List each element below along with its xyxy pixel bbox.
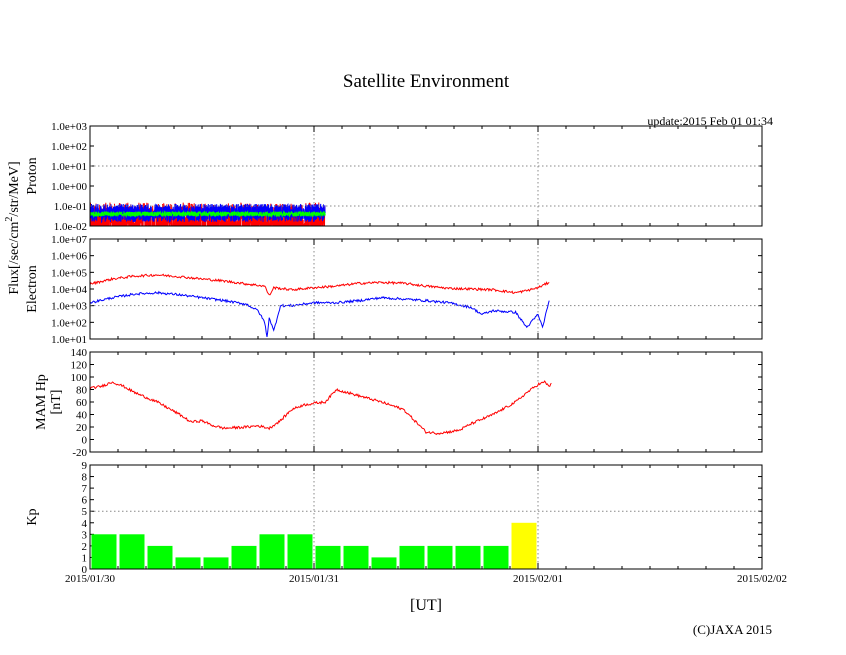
chart-title: Satellite Environment bbox=[343, 71, 510, 92]
kp-y-tick-label: 4 bbox=[82, 518, 88, 530]
electron-y-tick-label: 1.0e+02 bbox=[51, 317, 87, 329]
mam-hp-y-tick-label: 140 bbox=[71, 347, 88, 359]
copyright: (C)JAXA 2015 bbox=[693, 622, 772, 637]
proton-panel: 1.0e+03 1.0e+02 1.0e+01 1.0e+00 1.0e-01 1.0e-… bbox=[25, 121, 763, 233]
flux-label-superscript: 2 bbox=[4, 217, 15, 222]
proton-y-tick-label: 1.0e-02 bbox=[54, 221, 87, 233]
kp-bar-15 bbox=[483, 545, 509, 569]
kp-bar-8 bbox=[287, 534, 313, 569]
kp-bar-6 bbox=[231, 545, 257, 569]
kp-y-tick-label: 8 bbox=[82, 472, 88, 484]
mam-hp-frame bbox=[89, 351, 763, 453]
proton-y-tick-label: 1.0e-01 bbox=[54, 201, 87, 213]
kp-bar-2 bbox=[119, 534, 145, 569]
electron-y-tick-label: 1.0e+05 bbox=[51, 267, 87, 279]
electron-frame bbox=[89, 238, 763, 340]
electron-high-series-line bbox=[90, 273, 550, 296]
kp-y-tick-label: 3 bbox=[82, 529, 88, 541]
kp-bar-7 bbox=[259, 534, 285, 569]
kp-bar-16 bbox=[511, 522, 537, 569]
x-axis-label: [UT] bbox=[410, 597, 442, 614]
update-timestamp: update:2015 Feb 01 01:34 bbox=[647, 114, 773, 128]
electron-low-series-line bbox=[90, 290, 550, 337]
kp-y-tick-label: 1 bbox=[82, 552, 88, 564]
mam-hp-y-tick-label: 40 bbox=[76, 410, 88, 422]
x-tick-label-1: 2015/01/30 bbox=[65, 573, 116, 585]
mam-hp-y-axis-label: MAM Hp bbox=[34, 374, 49, 430]
electron-y-tick-label: 1.0e+03 bbox=[51, 301, 87, 313]
x-tick-label-4: 2015/02/02 bbox=[737, 573, 787, 585]
x-tick-label-3: 2015/02/01 bbox=[513, 573, 563, 585]
mam-hp-y-tick-label: -20 bbox=[72, 447, 87, 459]
proton-y-axis-label: Proton bbox=[25, 157, 40, 194]
proton-frame bbox=[89, 125, 763, 227]
proton-y-tick-label: 1.0e+03 bbox=[51, 121, 87, 133]
kp-bar-9 bbox=[315, 545, 341, 569]
kp-bar-4 bbox=[175, 557, 201, 569]
electron-y-tick-label: 1.0e+06 bbox=[51, 251, 87, 263]
kp-y-tick-label: 5 bbox=[82, 506, 88, 518]
kp-y-tick-label: 7 bbox=[82, 483, 88, 495]
mam-hp-y-tick-label: 100 bbox=[71, 372, 88, 384]
electron-panel: 1.0e+07 1.0e+06 1.0e+05 1.0e+04 1.0e+03 1.0e+… bbox=[25, 234, 763, 346]
kp-y-tick-label: 0 bbox=[82, 564, 88, 576]
kp-bar-11 bbox=[371, 557, 397, 569]
electron-y-tick-label: 1.0e+04 bbox=[51, 284, 87, 296]
flux-axis-label: Flux[/sec/cm2/str/MeV] bbox=[4, 161, 22, 294]
kp-y-tick-label: 6 bbox=[82, 495, 88, 507]
proton-y-tick-label: 1.0e+00 bbox=[51, 181, 87, 193]
kp-y-tick-label: 2 bbox=[82, 541, 88, 553]
electron-y-tick-label: 1.0e+01 bbox=[51, 334, 87, 346]
proton-ch3-series-line bbox=[90, 209, 326, 219]
hp-series-line bbox=[90, 380, 552, 436]
kp-bar-13 bbox=[427, 545, 453, 569]
kp-bar-14 bbox=[455, 545, 481, 569]
mam-hp-y-tick-label: 80 bbox=[76, 385, 88, 397]
proton-y-tick-label: 1.0e+01 bbox=[51, 161, 87, 173]
mam-hp-y-tick-label: 20 bbox=[76, 422, 88, 434]
kp-bar-5 bbox=[203, 557, 229, 569]
mam-hp-y-axis-unit: [nT] bbox=[49, 390, 64, 415]
proton-y-tick-label: 1.0e+02 bbox=[51, 141, 87, 153]
kp-frame bbox=[89, 464, 763, 570]
kp-bar-10 bbox=[343, 545, 369, 569]
mam-hp-y-tick-label: 60 bbox=[76, 397, 88, 409]
kp-bar-12 bbox=[399, 545, 425, 569]
kp-y-axis-label: Kp bbox=[25, 508, 40, 525]
flux-label-tail: /str/MeV] bbox=[7, 161, 22, 216]
kp-y-tick-label: 9 bbox=[82, 460, 88, 472]
kp-bar-3 bbox=[147, 545, 173, 569]
electron-y-tick-label: 1.0e+07 bbox=[51, 234, 87, 246]
flux-label-main: Flux[/sec/cm bbox=[7, 221, 22, 294]
x-tick-label-2: 2015/01/31 bbox=[289, 573, 339, 585]
kp-bar-1 bbox=[91, 534, 117, 569]
electron-y-axis-label: Electron bbox=[25, 265, 40, 312]
mam-hp-y-tick-label: 0 bbox=[82, 435, 88, 447]
mam-hp-y-tick-label: 120 bbox=[71, 360, 88, 372]
